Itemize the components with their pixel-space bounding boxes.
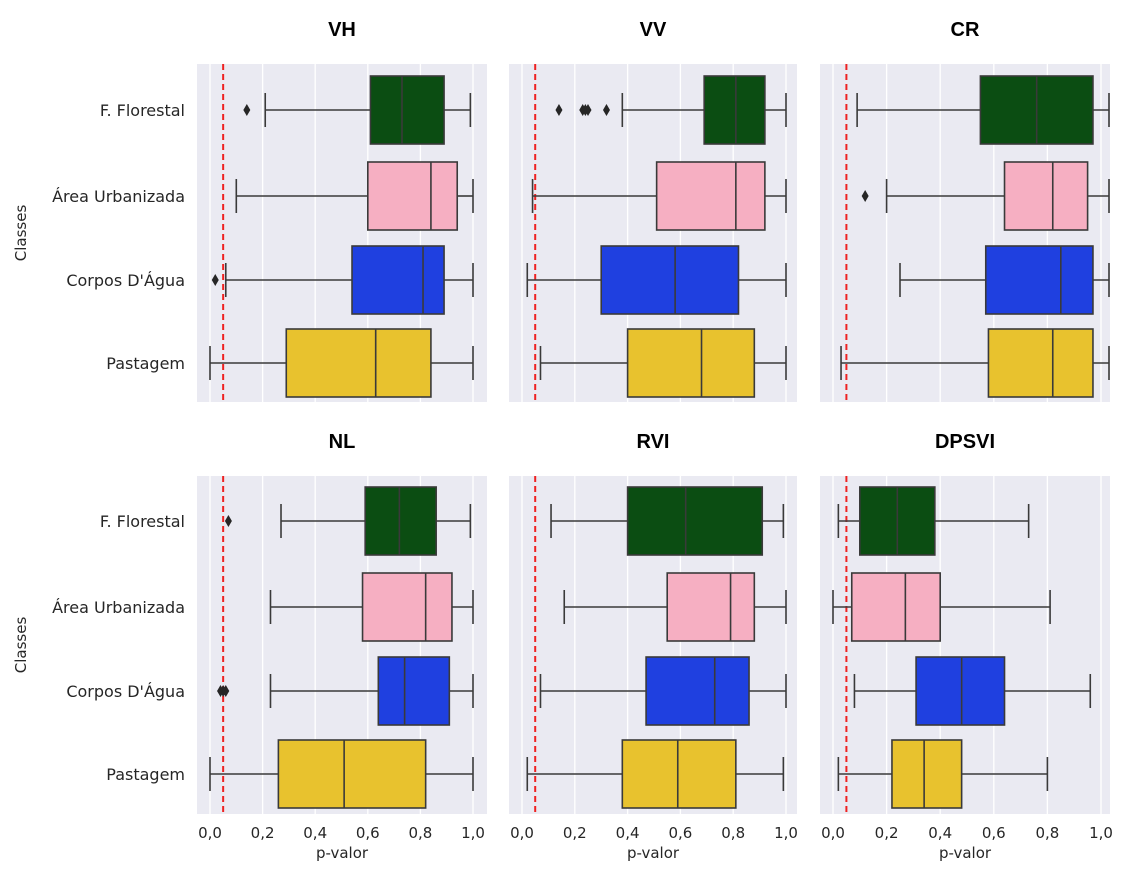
box-4	[209, 328, 474, 398]
box-iqr	[655, 161, 766, 231]
x-axis-label: p-valor	[316, 844, 369, 862]
box-1	[837, 486, 1030, 556]
box-1	[555, 75, 787, 145]
x-tick-label: 1,0	[461, 824, 485, 842]
x-tick-label: 0,8	[721, 824, 745, 842]
box-iqr	[626, 486, 764, 556]
box-1	[550, 486, 785, 556]
box-1	[856, 75, 1110, 145]
box-iqr	[351, 245, 445, 315]
box-iqr	[891, 739, 963, 809]
box-2	[832, 572, 1051, 642]
panel-vv: VV	[509, 19, 797, 402]
box-4	[840, 328, 1110, 398]
category-label: Pastagem	[106, 354, 185, 373]
panel-title: DPSVI	[935, 431, 995, 453]
panel-dpsvi: DPSVI 0,0 0,2 0,4 0,6 0,8 1,0 p-valor	[820, 431, 1113, 862]
category-label: Corpos D'Água	[66, 271, 185, 290]
box-2	[269, 572, 474, 642]
category-label: F. Florestal	[100, 512, 185, 531]
outlier-point	[555, 104, 563, 116]
x-tick-label: 0,2	[251, 824, 275, 842]
x-tick-label: 0,4	[928, 824, 952, 842]
box-iqr	[364, 486, 437, 556]
x-tick-label: 0,8	[408, 824, 432, 842]
box-iqr	[850, 572, 942, 642]
x-tick-label: 1,0	[774, 824, 798, 842]
y-axis-label: Classes	[12, 205, 30, 262]
box-iqr	[361, 572, 453, 642]
box-1	[224, 486, 472, 556]
outlier-point	[861, 190, 869, 202]
box-4	[209, 739, 474, 809]
box-2	[563, 572, 787, 642]
outlier-point	[224, 515, 232, 527]
x-tick-label: 0,6	[668, 824, 692, 842]
box-3	[539, 656, 787, 726]
category-label: Pastagem	[106, 765, 185, 784]
box-iqr	[285, 328, 432, 398]
box-4	[526, 739, 785, 809]
box-iqr	[277, 739, 427, 809]
box-iqr	[987, 328, 1094, 398]
box-3	[899, 245, 1110, 315]
x-tick-label: 0,0	[198, 824, 222, 842]
panel-title: VH	[328, 19, 356, 41]
box-iqr	[1003, 161, 1089, 231]
outlier-point	[584, 104, 592, 116]
category-label: Corpos D'Água	[66, 682, 185, 701]
outlier-point	[243, 104, 251, 116]
box-iqr	[703, 75, 766, 145]
box-3	[526, 245, 787, 315]
x-tick-label: 0,0	[510, 824, 534, 842]
box-iqr	[377, 656, 451, 726]
x-tick-label: 0,8	[1035, 824, 1059, 842]
box-iqr	[621, 739, 737, 809]
box-2	[861, 161, 1110, 231]
category-label: F. Florestal	[100, 101, 185, 120]
panel-nl: NL F. Florestal Área Urbanizada Corpos D'Ág…	[12, 431, 487, 862]
box-iqr	[366, 161, 459, 231]
box-iqr	[645, 656, 750, 726]
x-tick-label: 0,4	[616, 824, 640, 842]
panel-rvi: RVI 0,0 0,2 0,4 0,6 0,8 1,0 p-valor	[509, 431, 798, 862]
outlier-point	[222, 685, 230, 697]
x-tick-label: 0,4	[303, 824, 327, 842]
x-tick-label: 0,0	[821, 824, 845, 842]
panel-cr: CR	[820, 19, 1110, 402]
x-tick-label: 1,0	[1089, 824, 1113, 842]
box-3	[211, 245, 474, 315]
box-iqr	[600, 245, 740, 315]
panel-title: CR	[951, 19, 980, 41]
x-tick-label: 0,6	[356, 824, 380, 842]
box-4	[837, 739, 1049, 809]
box-1	[243, 75, 472, 145]
box-iqr	[984, 245, 1094, 315]
x-axis-label: p-valor	[939, 844, 992, 862]
panel-vh: VH F. Florestal Área Urbanizada Corpos D'Ág…	[12, 19, 487, 402]
box-iqr	[369, 75, 445, 145]
y-axis-label: Classes	[12, 617, 30, 674]
box-iqr	[666, 572, 756, 642]
panel-title: VV	[640, 19, 667, 41]
x-axis-label: p-valor	[627, 844, 680, 862]
box-iqr	[626, 328, 756, 398]
panel-title: RVI	[637, 431, 670, 453]
x-tick-label: 0,2	[563, 824, 587, 842]
x-tick-label: 0,2	[875, 824, 899, 842]
box-iqr	[915, 656, 1006, 726]
box-3	[217, 656, 474, 726]
category-label: Área Urbanizada	[52, 598, 185, 617]
category-label: Área Urbanizada	[52, 187, 185, 206]
outlier-point	[211, 274, 219, 286]
panel-title: NL	[329, 431, 356, 453]
x-tick-label: 0,6	[982, 824, 1006, 842]
box-2	[531, 161, 787, 231]
box-4	[539, 328, 787, 398]
outlier-point	[602, 104, 610, 116]
box-2	[235, 161, 474, 231]
box-3	[853, 656, 1092, 726]
